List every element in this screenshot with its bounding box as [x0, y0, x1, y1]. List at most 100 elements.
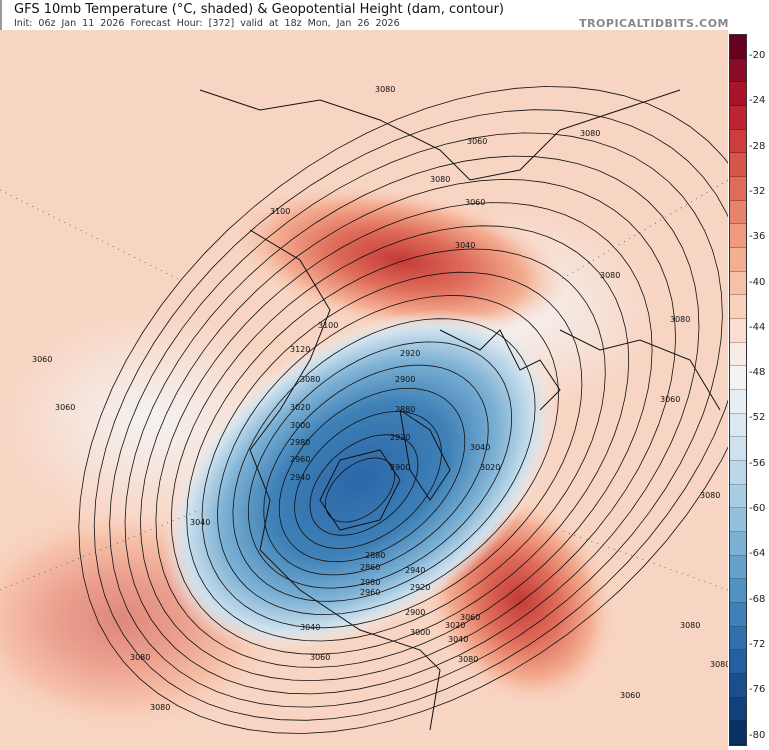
colorbar-band	[730, 697, 746, 722]
contour-label: 3060	[55, 403, 75, 412]
colorbar-band	[730, 721, 746, 746]
contour-label: 2920	[400, 349, 420, 358]
contour-line	[155, 202, 653, 668]
colorbar-band	[730, 579, 746, 604]
contour-label: 3020	[480, 463, 500, 472]
contour-line	[139, 178, 677, 682]
contour-line	[247, 341, 513, 589]
contour-label: 2900	[395, 375, 415, 384]
coastline	[439, 329, 561, 411]
contour-label: 3060	[310, 653, 330, 662]
contour-label: 2960	[360, 588, 380, 597]
map-grid	[0, 179, 728, 591]
contour-label: 3080	[130, 653, 150, 662]
colorbar-band	[730, 129, 746, 154]
colorbar-tick-label: -24	[749, 95, 766, 107]
contour-label: 2880	[365, 551, 385, 560]
colorbar-band	[730, 461, 746, 485]
contour-label: 3080	[580, 129, 600, 138]
colorbar-tick-label: -76	[749, 684, 766, 696]
colorbar-tick-label: -72	[749, 638, 766, 650]
colorbar-band	[730, 626, 746, 651]
coastline	[249, 229, 441, 731]
contour-label: 3080	[680, 621, 700, 630]
contour-label: 3060	[465, 198, 485, 207]
map-title: GFS 10mb Temperature (°C, shaded) & Geop…	[14, 2, 505, 17]
contour-label: 2920	[390, 433, 410, 442]
contour-line	[109, 132, 723, 708]
colorbar-band	[730, 200, 746, 225]
contour-label: 3120	[290, 345, 310, 354]
contour-label: 3080	[670, 315, 690, 324]
colorbar-band	[730, 437, 746, 462]
contour-label: 2880	[395, 405, 415, 414]
contour-label: 3040	[300, 623, 320, 632]
coastline	[199, 89, 681, 181]
contour-label: 3080	[375, 85, 395, 94]
contour-line	[201, 271, 583, 629]
header: GFS 10mb Temperature (°C, shaded) & Geop…	[0, 0, 769, 30]
colorbar-band	[730, 58, 746, 83]
colorbar-band	[730, 271, 746, 296]
contour-label: 3060	[467, 137, 487, 146]
contour-label: 3060	[660, 395, 680, 404]
coastline	[319, 449, 401, 531]
coastline	[399, 408, 451, 501]
height-contours	[78, 86, 728, 734]
contour-label: 2980	[290, 438, 310, 447]
contour-line	[93, 109, 728, 721]
contour-line	[170, 225, 630, 655]
contour-line	[294, 411, 442, 549]
contour-label: 3080	[710, 660, 728, 669]
colorbar-tick-label: -44	[749, 321, 766, 333]
colorbar-band	[730, 82, 746, 107]
colorbar-band	[730, 224, 746, 249]
contour-line	[309, 434, 419, 536]
colorbar-tick-label: -68	[749, 593, 766, 605]
contour-line	[263, 364, 489, 576]
contour-line	[325, 457, 395, 523]
contour-label: 3100	[270, 207, 290, 216]
colorbar-tick-label: -40	[749, 276, 766, 288]
colorbar-tick-label: -60	[749, 503, 766, 514]
colorbar-band	[730, 532, 746, 556]
contour-label: 3040	[455, 241, 475, 250]
contour-label: 3080	[700, 491, 720, 500]
contour-line	[78, 86, 728, 734]
colorbar-band	[730, 484, 746, 509]
contour-label: 2940	[405, 566, 425, 575]
contour-label: 3080	[600, 271, 620, 280]
colorbar-band	[730, 35, 746, 59]
colorbar-tick-label: -48	[749, 367, 766, 379]
contour-line	[186, 248, 606, 642]
contour-label: 2900	[405, 608, 425, 617]
contour-label: 3080	[300, 375, 320, 384]
colorbar-band	[730, 319, 746, 343]
map-subtitle: Init: 06z Jan 11 2026 Forecast Hour: [37…	[14, 18, 400, 29]
colorbar-band	[730, 177, 746, 201]
weather-map: 3080 3080 3080 3060 3060 3040 3080 3100 3100 3120…	[0, 30, 728, 750]
colorbar-band	[730, 650, 746, 675]
contour-label: 3000	[410, 628, 430, 637]
contour-line	[278, 387, 466, 563]
contour-label: 2940	[290, 473, 310, 482]
colorbar-band	[730, 153, 746, 178]
contour-label: 3060	[620, 691, 640, 700]
contour-line	[124, 155, 700, 695]
colorbar-band	[730, 295, 746, 320]
colorbar-tick-label: -56	[749, 457, 766, 469]
colorbar-tick-label: -20	[749, 50, 766, 61]
contour-line	[232, 318, 536, 602]
colorbar-band	[730, 342, 746, 367]
contour-label: 3040	[448, 635, 468, 644]
contour-label: 3060	[460, 613, 480, 622]
colorbar-tick-label: -64	[749, 548, 766, 560]
colorbar-tick-label: -36	[749, 231, 766, 243]
contour-label: 2900	[390, 463, 410, 472]
colorbar-band	[730, 366, 746, 391]
contour-label: 2860	[360, 563, 380, 572]
coastline	[559, 329, 721, 411]
colorbar	[729, 34, 747, 746]
colorbar-band	[730, 413, 746, 438]
contour-label: 3020	[290, 403, 310, 412]
